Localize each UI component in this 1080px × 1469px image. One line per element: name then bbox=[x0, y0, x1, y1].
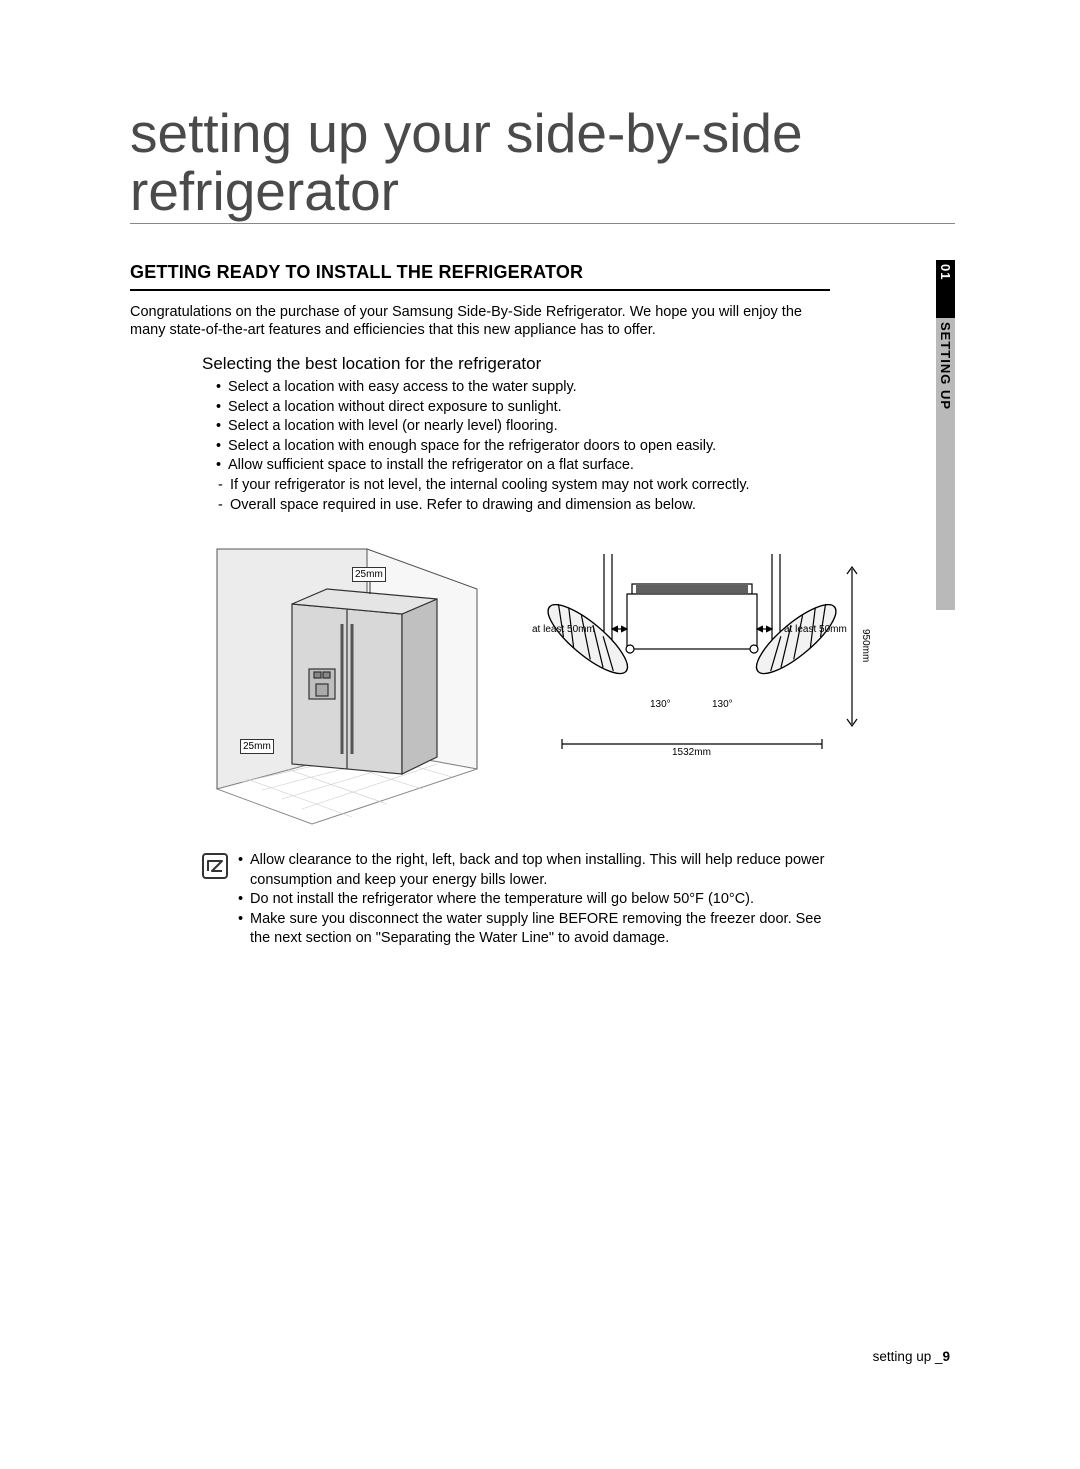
location-bullet-list: Select a location with easy access to th… bbox=[202, 378, 842, 476]
list-item: Allow clearance to the right, left, back… bbox=[238, 851, 842, 890]
side-clearance-label: 25mm bbox=[240, 739, 274, 754]
section-tab-number: 01 bbox=[936, 260, 955, 318]
depth-label: 950mm bbox=[860, 629, 871, 662]
list-item: Make sure you disconnect the water suppl… bbox=[238, 910, 842, 949]
note-block: Allow clearance to the right, left, back… bbox=[202, 851, 842, 949]
subsection-heading: Selecting the best location for the refr… bbox=[202, 354, 842, 374]
intro-paragraph: Congratulations on the purchase of your … bbox=[130, 303, 840, 341]
left-50mm-label: at least 50mm bbox=[532, 624, 595, 635]
page-number: 9 bbox=[942, 1349, 950, 1364]
clearance-diagram-svg bbox=[202, 539, 482, 829]
location-sub-list: If your refrigerator is not level, the i… bbox=[202, 476, 842, 515]
page-footer: setting up _9 bbox=[873, 1349, 950, 1364]
top-clearance-label: 25mm bbox=[352, 567, 386, 582]
left-angle-label: 130° bbox=[650, 699, 671, 710]
list-item: Allow sufficient space to install the re… bbox=[216, 456, 842, 476]
list-item: Select a location without direct exposur… bbox=[216, 398, 842, 418]
list-item: Overall space required in use. Refer to … bbox=[218, 496, 842, 516]
footer-label: setting up _ bbox=[873, 1349, 943, 1364]
clearance-diagram: 25mm 25mm bbox=[202, 539, 482, 829]
door-swing-diagram-svg bbox=[512, 539, 882, 769]
list-item: Select a location with enough space for … bbox=[216, 437, 842, 457]
section-tab-label: SETTING UP bbox=[936, 318, 955, 610]
section-tab: 01SETTING UP bbox=[936, 260, 955, 610]
location-subsection: Selecting the best location for the refr… bbox=[202, 354, 842, 515]
list-item: Select a location with easy access to th… bbox=[216, 378, 842, 398]
width-label: 1532mm bbox=[672, 747, 711, 758]
note-list: Allow clearance to the right, left, back… bbox=[238, 851, 842, 949]
list-item: If your refrigerator is not level, the i… bbox=[218, 476, 842, 496]
note-icon bbox=[202, 853, 228, 879]
list-item: Select a location with level (or nearly … bbox=[216, 417, 842, 437]
diagram-row: 25mm 25mm bbox=[202, 539, 955, 829]
list-item: Do not install the refrigerator where th… bbox=[238, 890, 842, 910]
page-title: setting up your side-by-side refrigerato… bbox=[130, 105, 955, 224]
right-50mm-label: at least 50mm bbox=[784, 624, 847, 635]
page-container: setting up your side-by-side refrigerato… bbox=[0, 0, 1080, 949]
door-swing-diagram: at least 50mm at least 50mm 130° 130° 15… bbox=[512, 539, 882, 829]
right-angle-label: 130° bbox=[712, 699, 733, 710]
section-heading: GETTING READY TO INSTALL THE REFRIGERATO… bbox=[130, 262, 830, 291]
